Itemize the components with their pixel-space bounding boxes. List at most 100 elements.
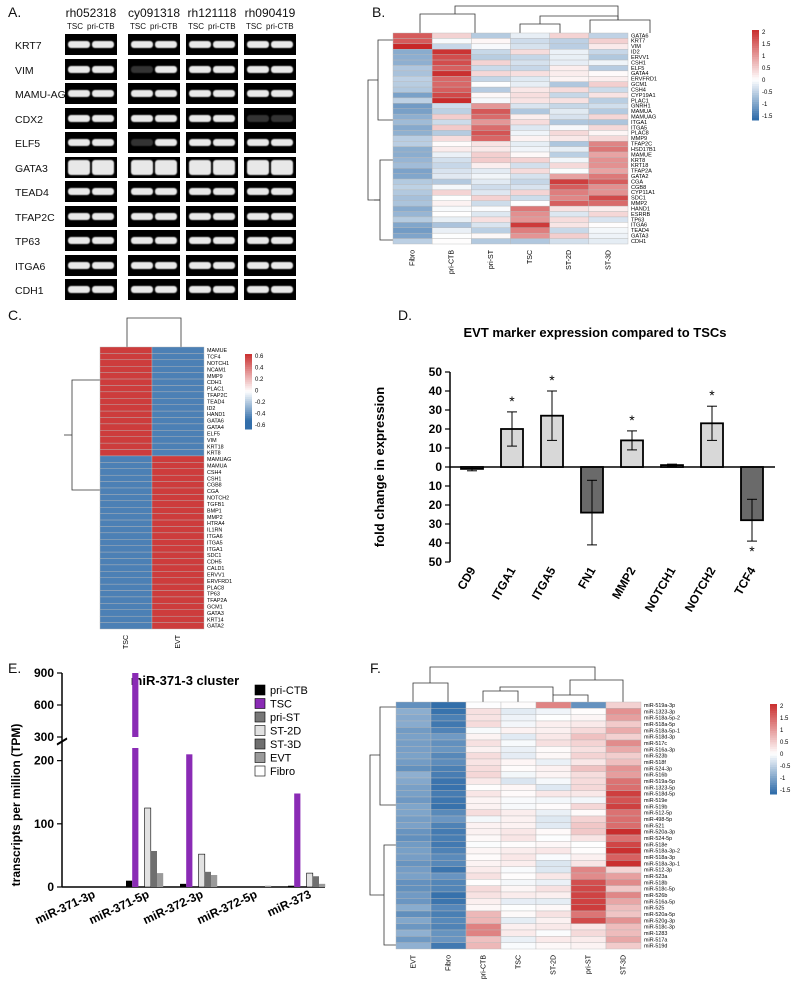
legend-gradient-step xyxy=(752,81,759,85)
chart-e-legend-swatch xyxy=(254,711,266,723)
heatmap-cell xyxy=(500,746,537,753)
gel-band xyxy=(189,90,211,97)
heatmap-cell xyxy=(99,455,153,463)
heatmap-cell xyxy=(510,103,550,109)
heatmap-cell xyxy=(570,847,607,855)
heatmap-cell xyxy=(430,815,467,823)
heatmap-row-label: CSH4 xyxy=(631,87,646,93)
heatmap-cell xyxy=(535,815,572,823)
heatmap-cell xyxy=(465,796,502,804)
heatmap-cell xyxy=(151,346,205,354)
gel-band-box xyxy=(186,58,238,80)
legend-gradient-step xyxy=(770,731,777,734)
heatmap-cell xyxy=(471,178,511,185)
heatmap-cell xyxy=(588,178,629,185)
heatmap-row-label: miR-520a-3p xyxy=(644,830,675,836)
heatmap-row-label: GATA2 xyxy=(631,174,649,180)
heatmap-cell xyxy=(465,923,502,931)
heatmap-cell xyxy=(605,923,642,931)
heatmap-cell xyxy=(392,162,433,169)
gel-band-box xyxy=(244,181,296,202)
dendrogram-branch xyxy=(383,844,396,946)
heatmap-cell xyxy=(510,173,550,180)
heatmap-cell xyxy=(588,146,629,153)
heatmap-row-label: SDC1 xyxy=(631,196,646,202)
heatmap-column-label: pri-CTB xyxy=(480,955,487,979)
chart-e-bar xyxy=(319,883,326,887)
gel-band xyxy=(213,41,235,48)
heatmap-cell xyxy=(430,777,467,785)
heatmap-cell xyxy=(588,162,629,169)
heatmap-cell xyxy=(535,904,572,912)
heatmap-cell xyxy=(500,777,537,785)
gel-band xyxy=(68,139,90,146)
heatmap-cell xyxy=(431,103,472,109)
heatmap-cell xyxy=(605,727,642,734)
legend-gradient-step xyxy=(752,88,759,92)
heatmap-cell xyxy=(465,708,502,715)
heatmap-cell xyxy=(471,232,511,239)
heatmap-cell xyxy=(510,76,550,82)
heatmap-row-label: miR-516a-5p xyxy=(644,899,675,905)
dendrogram-branch xyxy=(369,754,384,896)
chart-e-category-label: miR-372-3p xyxy=(141,887,206,927)
heatmap-cell xyxy=(99,577,153,585)
heatmap-cell xyxy=(151,468,205,476)
heatmap-cell xyxy=(99,596,153,604)
heatmap-cell xyxy=(151,609,205,617)
gel-band-box xyxy=(65,58,117,80)
heatmap-cell xyxy=(535,872,572,880)
heatmap-row-label: miR-520g-3p xyxy=(644,918,675,924)
heatmap-cell xyxy=(535,739,572,747)
heatmap-cell xyxy=(570,898,607,905)
gel-band xyxy=(271,159,293,175)
heatmap-cell xyxy=(392,135,433,142)
heatmap-row-label: NOTCH1 xyxy=(207,361,229,367)
heatmap-cell xyxy=(605,701,642,709)
gel-panel: rh052318 TSC pri-CTB cy091318 TSC pri-CTB rh12… xyxy=(0,0,330,300)
legend-gradient-step xyxy=(752,36,759,40)
heatmap-cell xyxy=(99,385,153,393)
heatmap-cell xyxy=(431,49,472,55)
heatmap-cell xyxy=(471,238,511,245)
heatmap-cell xyxy=(151,398,205,405)
heatmap-row-label: GATA6 xyxy=(631,33,649,39)
heatmap-cell xyxy=(605,714,642,722)
gel-band xyxy=(155,188,177,195)
heatmap-cell xyxy=(465,771,502,779)
chart-e-bar xyxy=(198,853,206,888)
heatmap-row-label: TEAD4 xyxy=(631,228,649,234)
heatmap-cell xyxy=(430,771,467,779)
heatmap-cell xyxy=(605,809,642,817)
heatmap-cell xyxy=(500,828,537,836)
heatmap-cell xyxy=(570,758,607,766)
heatmap-cell xyxy=(500,822,537,829)
heatmap-row-label: CGA xyxy=(631,179,643,185)
heatmap-cell xyxy=(395,746,432,753)
gel-band xyxy=(92,41,114,48)
heatmap-cell xyxy=(471,86,511,93)
legend-gradient-step xyxy=(770,706,777,709)
heatmap-cell xyxy=(431,227,472,234)
heatmap-row-label: KRT7 xyxy=(631,39,645,45)
heatmap-row-label: GATA4 xyxy=(207,425,224,431)
chart-e-bar xyxy=(211,874,218,887)
heatmap-cell xyxy=(431,168,472,174)
heatmap-cell xyxy=(500,796,537,804)
heatmap-cell xyxy=(570,727,607,734)
legend-gradient-step xyxy=(245,417,252,421)
heatmap-cell xyxy=(510,168,550,174)
heatmap-cell xyxy=(549,70,590,77)
legend-gradient-step xyxy=(770,773,777,777)
heatmap-cell xyxy=(471,54,511,61)
heatmap-cell xyxy=(549,97,590,104)
heatmap-cell xyxy=(99,539,153,546)
heatmap-cell xyxy=(588,151,629,158)
heatmap-cell xyxy=(465,777,502,785)
heatmap-cell xyxy=(430,866,467,874)
heatmap-row-label: TFAP2A xyxy=(631,169,652,175)
gel-band xyxy=(155,90,177,97)
heatmap-cell xyxy=(549,86,590,93)
heatmap-cell xyxy=(465,904,502,912)
heatmap-cell xyxy=(431,178,472,185)
